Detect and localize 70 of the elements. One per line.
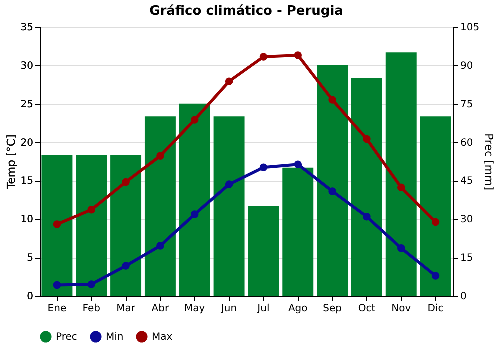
y-tick-label: 20	[20, 138, 34, 149]
x-tick-label: Jun	[220, 304, 238, 314]
point	[294, 160, 302, 168]
point	[363, 212, 371, 221]
y-tick-label: 0	[27, 292, 34, 302]
bar	[42, 155, 73, 296]
point	[260, 53, 268, 61]
point	[294, 52, 302, 60]
y2-tick-label: 105	[460, 22, 480, 34]
point	[225, 78, 234, 86]
point	[432, 272, 440, 280]
x-tick-label: May	[184, 304, 206, 314]
point	[53, 281, 62, 290]
x-tick-label: Oct	[358, 304, 376, 314]
point	[191, 116, 199, 124]
y2-tick-label: 75	[460, 99, 474, 110]
bar	[144, 116, 176, 296]
y2-tick-label: 15	[460, 253, 474, 264]
x-tick-label: Ene	[48, 304, 67, 314]
bar	[248, 206, 280, 296]
x-tick-label: Sep	[323, 304, 342, 314]
x-tick-label: Jul	[256, 304, 270, 314]
point	[363, 135, 371, 144]
bar	[282, 168, 314, 296]
x-tick-label: Dic	[428, 304, 444, 314]
point	[328, 96, 336, 104]
point	[156, 152, 164, 160]
y-tick-label: 30	[20, 60, 34, 72]
point	[432, 218, 440, 226]
point	[191, 210, 199, 218]
x-tick-label: Feb	[82, 304, 100, 314]
point	[398, 184, 406, 192]
y-tick-label: 35	[20, 22, 34, 34]
bar	[179, 104, 210, 296]
point	[53, 220, 62, 228]
y-tick-label: 25	[20, 99, 34, 110]
legend-label: Max	[152, 332, 173, 343]
legend-label: Min	[106, 332, 124, 343]
y2-tick-label: 45	[460, 176, 474, 188]
y2-tick-label: 90	[460, 60, 474, 72]
point	[398, 244, 406, 252]
y2-tick-label: 60	[460, 138, 474, 149]
bar	[351, 78, 382, 296]
y2-tick-label: 30	[460, 214, 474, 226]
point	[260, 164, 268, 172]
bar	[420, 116, 452, 296]
y2-axis-title: Prec [mm]	[482, 133, 496, 191]
bar	[76, 155, 108, 296]
bar	[317, 65, 348, 296]
bar	[386, 52, 417, 296]
legend-label: Prec	[56, 332, 78, 343]
point	[88, 206, 96, 214]
point	[225, 180, 234, 188]
chart-title: Gráfico climático - Perugia	[150, 4, 344, 19]
point	[122, 178, 130, 186]
point	[122, 262, 130, 270]
y-axis-title: Temp [°C]	[4, 134, 18, 190]
point	[328, 188, 336, 196]
x-tick-label: Abr	[152, 304, 170, 314]
y-tick-label: 10	[20, 214, 34, 226]
bar	[110, 155, 142, 296]
x-tick-label: Ago	[288, 304, 308, 314]
y-tick-label: 15	[20, 176, 34, 188]
point	[156, 242, 164, 250]
x-tick-label: Nov	[392, 304, 412, 314]
x-tick-label: Mar	[116, 304, 136, 314]
bar	[214, 116, 245, 296]
y-tick-label: 5	[27, 253, 34, 264]
y2-tick-label: 0	[460, 292, 467, 302]
point	[88, 280, 96, 288]
